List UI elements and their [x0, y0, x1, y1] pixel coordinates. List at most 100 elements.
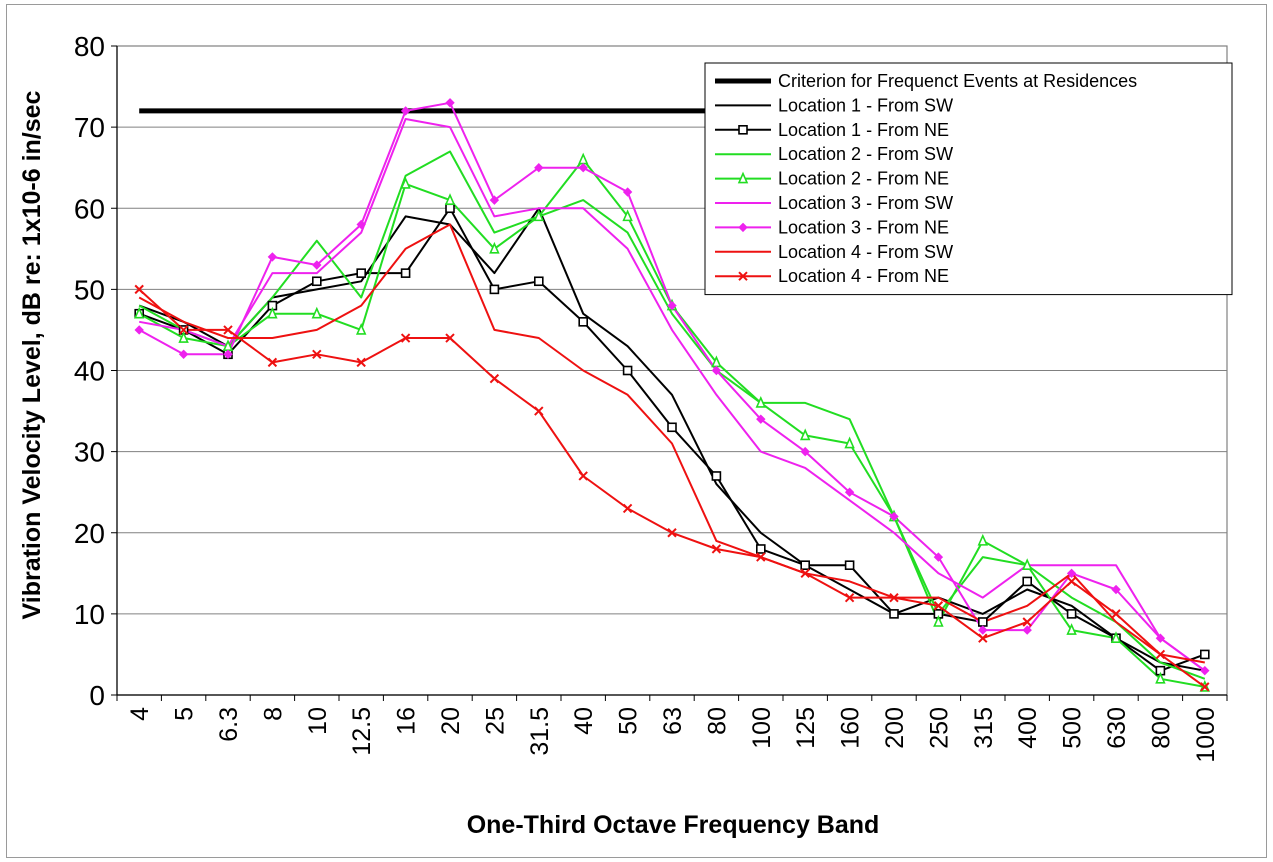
series-4-point: [178, 331, 189, 343]
series-2-point: [578, 317, 589, 327]
legend-label: Criterion for Frequenct Events at Reside…: [778, 71, 1137, 91]
series-2-point: [755, 544, 766, 554]
x-axis-title: One-Third Octave Frequency Band: [467, 811, 880, 839]
series-8-point: [800, 568, 810, 579]
series-4-point: [1066, 623, 1077, 635]
series-6-point: [889, 511, 899, 522]
series-6-point: [356, 219, 366, 230]
legend-label: Location 1 - From SW: [778, 95, 953, 115]
series-4-point: [622, 209, 633, 222]
series-4-point: [444, 193, 456, 205]
series-markers: [133, 98, 1211, 692]
series-6-point: [978, 625, 988, 635]
series-6-point: [1066, 568, 1077, 579]
series-6-point: [400, 106, 411, 116]
x-tick-label: 125: [792, 707, 820, 749]
legend: Criterion for Frequenct Events at Reside…: [704, 62, 1233, 296]
series-2-point: [977, 617, 988, 627]
legend-marker: [738, 125, 748, 135]
series-8-point: [312, 349, 322, 359]
x-tick-label: 5: [171, 707, 199, 721]
series-8-point: [178, 325, 189, 335]
legend-label: Location 3 - From SW: [778, 193, 953, 213]
x-tick-label: 1000: [1192, 707, 1220, 763]
series-8-point: [667, 528, 677, 538]
series-2-point: [889, 609, 899, 619]
y-tick-label: 60: [74, 193, 105, 224]
series-6-point: [267, 252, 278, 262]
x-tick-label: 31.5: [526, 707, 554, 756]
series-2-point: [533, 276, 544, 287]
series-4-point: [755, 395, 767, 408]
series-2-point: [1066, 609, 1077, 619]
series-4-point: [533, 209, 545, 222]
series-2-point: [1022, 576, 1033, 587]
series-2-point: [844, 560, 855, 571]
y-tick-label: 10: [74, 599, 105, 630]
series-8-point: [1155, 649, 1166, 660]
series-4-point: [1110, 631, 1122, 644]
legend-label: Location 2 - From NE: [778, 169, 949, 189]
legend-label: Location 4 - From NE: [778, 266, 949, 286]
series-8-point: [534, 406, 544, 416]
x-tick-label: 630: [1103, 707, 1131, 749]
series-2-point: [489, 284, 500, 295]
series-8-point: [445, 333, 455, 343]
series-2-point: [800, 560, 811, 571]
x-tick-label: 40: [570, 707, 598, 735]
series-6-point: [933, 552, 944, 562]
series-6-point: [1155, 633, 1166, 643]
series-6-point: [134, 325, 144, 335]
series-6-point: [312, 260, 322, 270]
series-8-point: [356, 357, 366, 368]
series-8-point: [1022, 617, 1032, 627]
x-tick-label: 63: [659, 707, 687, 735]
series-8-point: [978, 633, 988, 643]
series-8-point: [889, 592, 899, 603]
series-4-point: [489, 241, 500, 254]
series-6-point: [622, 187, 633, 197]
legend-marker: [738, 271, 748, 281]
series-2-point: [400, 268, 411, 278]
series-6-point: [844, 487, 855, 497]
series-8-point: [267, 357, 278, 368]
series-8-point: [400, 333, 411, 343]
series-6-point: [711, 365, 722, 376]
series-8-point: [933, 601, 944, 611]
series-2-point: [311, 276, 322, 287]
legend-label: Location 3 - From NE: [778, 217, 949, 237]
legend-marker: [737, 171, 749, 184]
series-4-point: [933, 615, 944, 627]
series-2-point: [445, 203, 455, 214]
series-4-point: [311, 306, 323, 319]
legend-label: Location 4 - From SW: [778, 242, 953, 262]
series-6-point: [534, 162, 544, 173]
series-2-point: [622, 365, 633, 376]
series-2-point: [356, 268, 367, 278]
y-tick-label: 80: [74, 31, 105, 62]
x-tick-label: 10: [304, 707, 332, 735]
series-6-point: [578, 162, 588, 173]
series-8-point: [1111, 609, 1121, 619]
series-6-point: [489, 195, 500, 205]
x-tick-label: 4: [126, 707, 154, 721]
series-8-point: [1066, 576, 1077, 587]
series-8-point: [622, 503, 633, 514]
series-2-point: [667, 422, 677, 433]
x-tick-label: 200: [881, 707, 909, 749]
x-tick-label: 250: [925, 707, 953, 749]
x-tick-label: 80: [703, 707, 731, 735]
x-tick-label: 25: [481, 707, 509, 735]
y-tick-label: 40: [74, 356, 105, 387]
series-8-point: [134, 284, 144, 295]
legend-marker: [738, 222, 748, 233]
series-4-point: [267, 306, 278, 319]
series-8-point: [489, 373, 500, 384]
y-tick-label: 30: [74, 437, 105, 468]
series-8-point: [756, 552, 766, 562]
series-4-point: [400, 176, 411, 189]
x-tick-label: 16: [393, 707, 421, 735]
series-4-point: [1021, 558, 1033, 571]
x-tick-label: 160: [837, 707, 865, 749]
